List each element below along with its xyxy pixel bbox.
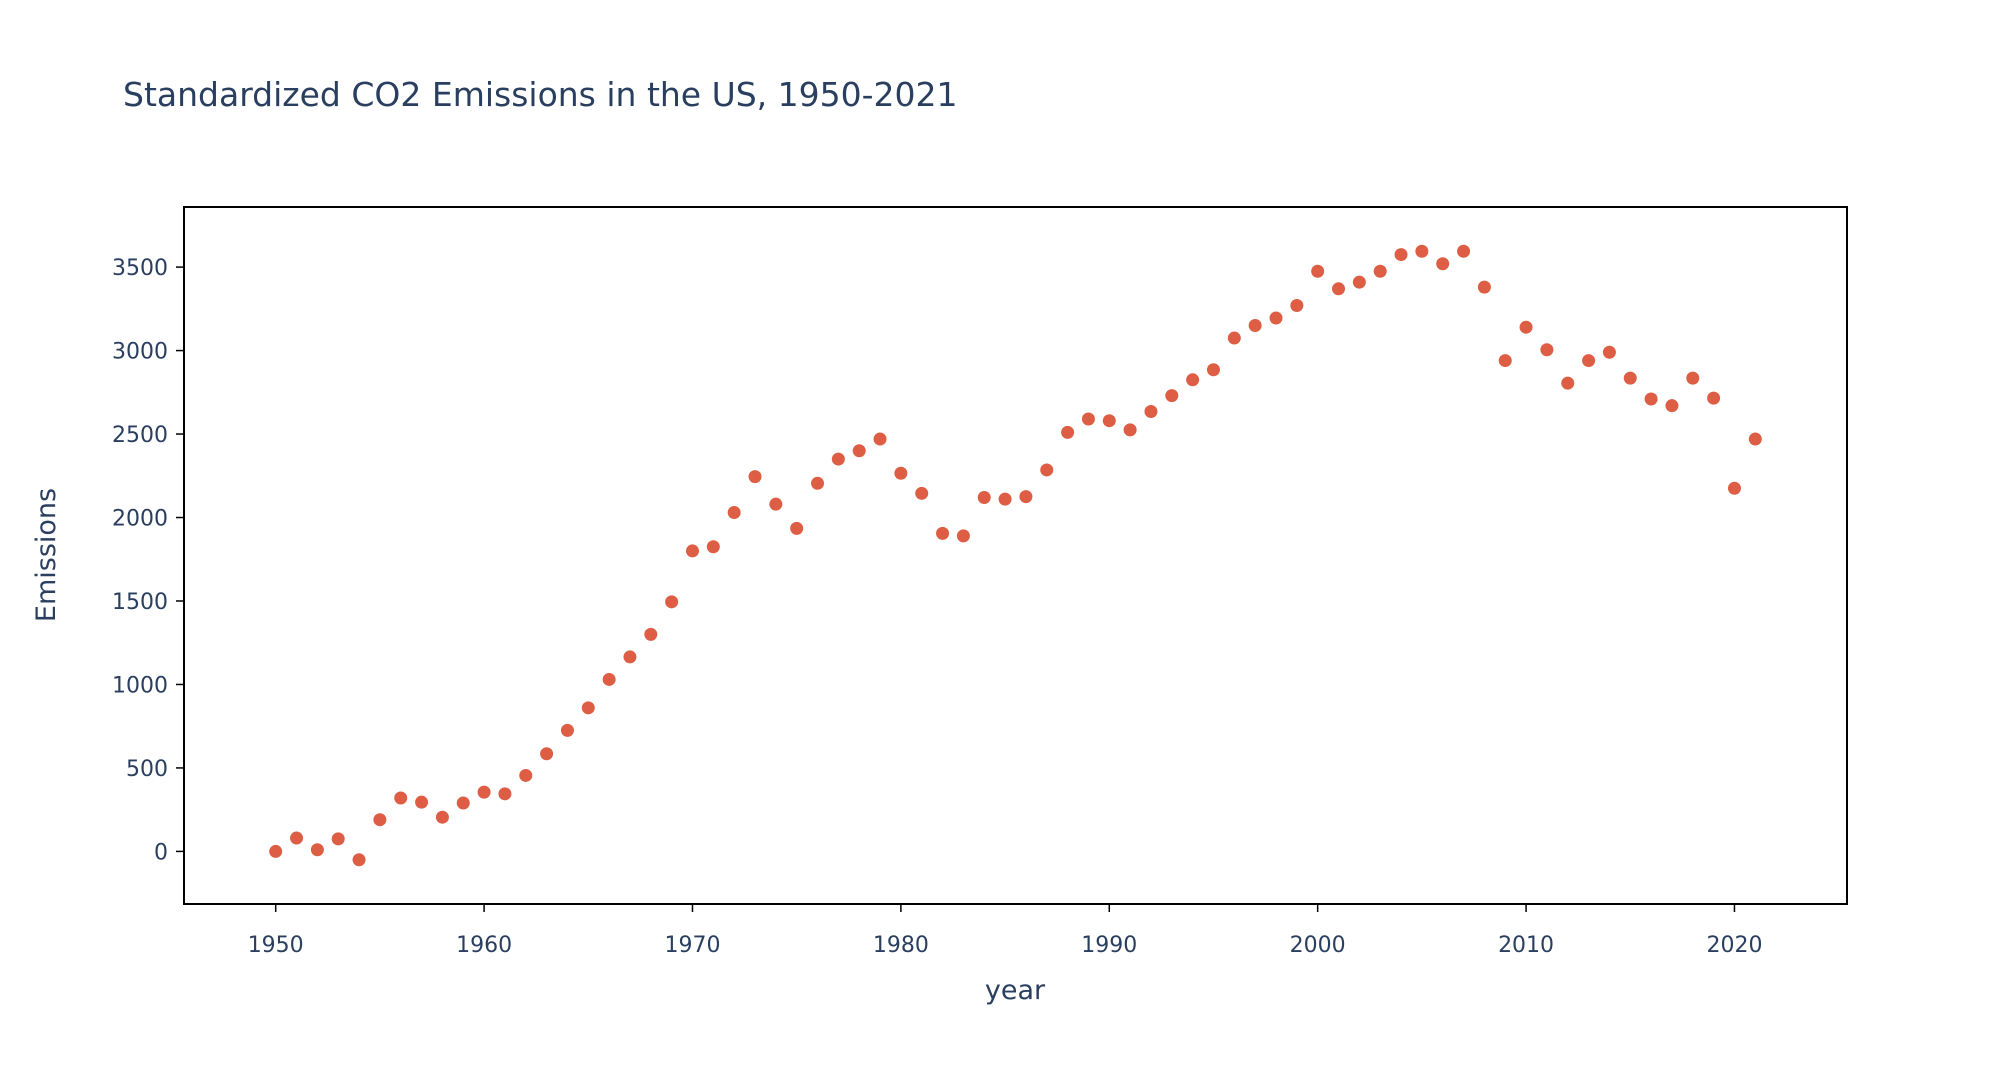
data-point[interactable] (748, 470, 762, 484)
data-point[interactable] (1290, 298, 1304, 312)
data-point[interactable] (602, 672, 616, 686)
x-tick-label: 1970 (664, 933, 720, 958)
data-point[interactable] (1394, 248, 1408, 262)
data-point[interactable] (894, 466, 908, 480)
data-point[interactable] (790, 521, 804, 535)
data-point[interactable] (560, 723, 574, 737)
x-tick-label: 2000 (1290, 933, 1346, 958)
y-tick-label: 0 (154, 840, 168, 865)
data-point[interactable] (956, 529, 970, 543)
data-point[interactable] (1102, 414, 1116, 428)
data-point[interactable] (1602, 345, 1616, 359)
y-tick-label: 3000 (112, 340, 168, 365)
data-points (269, 244, 1762, 867)
data-point[interactable] (269, 844, 283, 858)
data-point[interactable] (498, 787, 512, 801)
data-point[interactable] (811, 476, 825, 490)
data-point[interactable] (1540, 343, 1554, 357)
data-point[interactable] (1061, 425, 1075, 439)
data-point[interactable] (1248, 319, 1262, 333)
data-point[interactable] (581, 701, 595, 715)
data-point[interactable] (623, 650, 637, 664)
data-point[interactable] (1436, 257, 1450, 271)
x-axis-title: year (985, 975, 1046, 1006)
y-tick-label: 2000 (112, 507, 168, 532)
data-point[interactable] (852, 444, 866, 458)
data-point[interactable] (1644, 392, 1658, 406)
data-point[interactable] (644, 627, 658, 641)
data-point[interactable] (727, 506, 741, 520)
data-point[interactable] (1081, 412, 1095, 426)
data-point[interactable] (373, 813, 387, 827)
data-point[interactable] (352, 853, 366, 867)
data-point[interactable] (1561, 376, 1575, 390)
data-point[interactable] (1311, 264, 1325, 278)
data-point[interactable] (540, 747, 554, 761)
data-point[interactable] (1332, 282, 1346, 296)
data-point[interactable] (1748, 432, 1762, 446)
data-point[interactable] (977, 490, 991, 504)
data-point[interactable] (769, 497, 783, 511)
data-point[interactable] (310, 843, 324, 857)
data-point[interactable] (1019, 490, 1033, 504)
data-point[interactable] (1582, 354, 1596, 368)
data-point[interactable] (1227, 331, 1241, 345)
data-point[interactable] (873, 432, 887, 446)
data-point[interactable] (1623, 371, 1637, 385)
data-point[interactable] (1686, 371, 1700, 385)
data-point[interactable] (1373, 264, 1387, 278)
x-tick-label: 1960 (456, 933, 512, 958)
data-point[interactable] (1352, 275, 1366, 289)
data-point[interactable] (1519, 320, 1533, 334)
y-tick-label: 500 (126, 757, 168, 782)
data-point[interactable] (1498, 354, 1512, 368)
data-point[interactable] (1040, 463, 1054, 477)
y-tick-label: 2500 (112, 423, 168, 448)
x-tick-label: 1950 (248, 933, 304, 958)
x-tick-label: 1980 (873, 933, 929, 958)
x-tick-label: 2020 (1706, 933, 1762, 958)
chart-title: Standardized CO2 Emissions in the US, 19… (123, 75, 958, 114)
y-tick-label: 1500 (112, 590, 168, 615)
data-point[interactable] (936, 526, 950, 540)
data-point[interactable] (1727, 481, 1741, 495)
data-point[interactable] (331, 832, 345, 846)
data-point[interactable] (1165, 389, 1179, 403)
data-point[interactable] (685, 544, 699, 558)
x-tick-label: 1990 (1081, 933, 1137, 958)
data-point[interactable] (415, 795, 429, 809)
data-point[interactable] (1415, 244, 1429, 258)
data-point[interactable] (1144, 405, 1158, 419)
data-point[interactable] (1269, 311, 1283, 325)
data-point[interactable] (831, 452, 845, 466)
data-point[interactable] (477, 785, 491, 799)
y-tick-label: 1000 (112, 673, 168, 698)
data-point[interactable] (998, 492, 1012, 506)
data-point[interactable] (915, 486, 929, 500)
y-tick-label: 3500 (112, 256, 168, 281)
data-point[interactable] (435, 810, 449, 824)
data-point[interactable] (1707, 391, 1721, 405)
data-point[interactable] (1186, 373, 1200, 387)
x-axis-ticks: 1950 1960 1970 1980 1990 2000 2010 2020 (248, 904, 1762, 958)
data-point[interactable] (1477, 280, 1491, 294)
data-point[interactable] (1206, 363, 1220, 377)
data-point[interactable] (394, 791, 408, 805)
data-point[interactable] (519, 768, 533, 782)
data-point[interactable] (1457, 244, 1471, 258)
data-point[interactable] (290, 831, 304, 845)
data-point[interactable] (456, 796, 470, 810)
data-point[interactable] (1665, 399, 1679, 413)
x-tick-label: 2010 (1498, 933, 1554, 958)
y-axis-title: Emissions (31, 488, 62, 622)
data-point[interactable] (706, 540, 720, 554)
data-point[interactable] (1123, 423, 1137, 437)
plot-area-frame (183, 206, 1848, 905)
data-point[interactable] (665, 595, 679, 609)
y-axis-ticks: 0 500 1000 1500 2000 2500 3000 3500 (112, 256, 184, 865)
